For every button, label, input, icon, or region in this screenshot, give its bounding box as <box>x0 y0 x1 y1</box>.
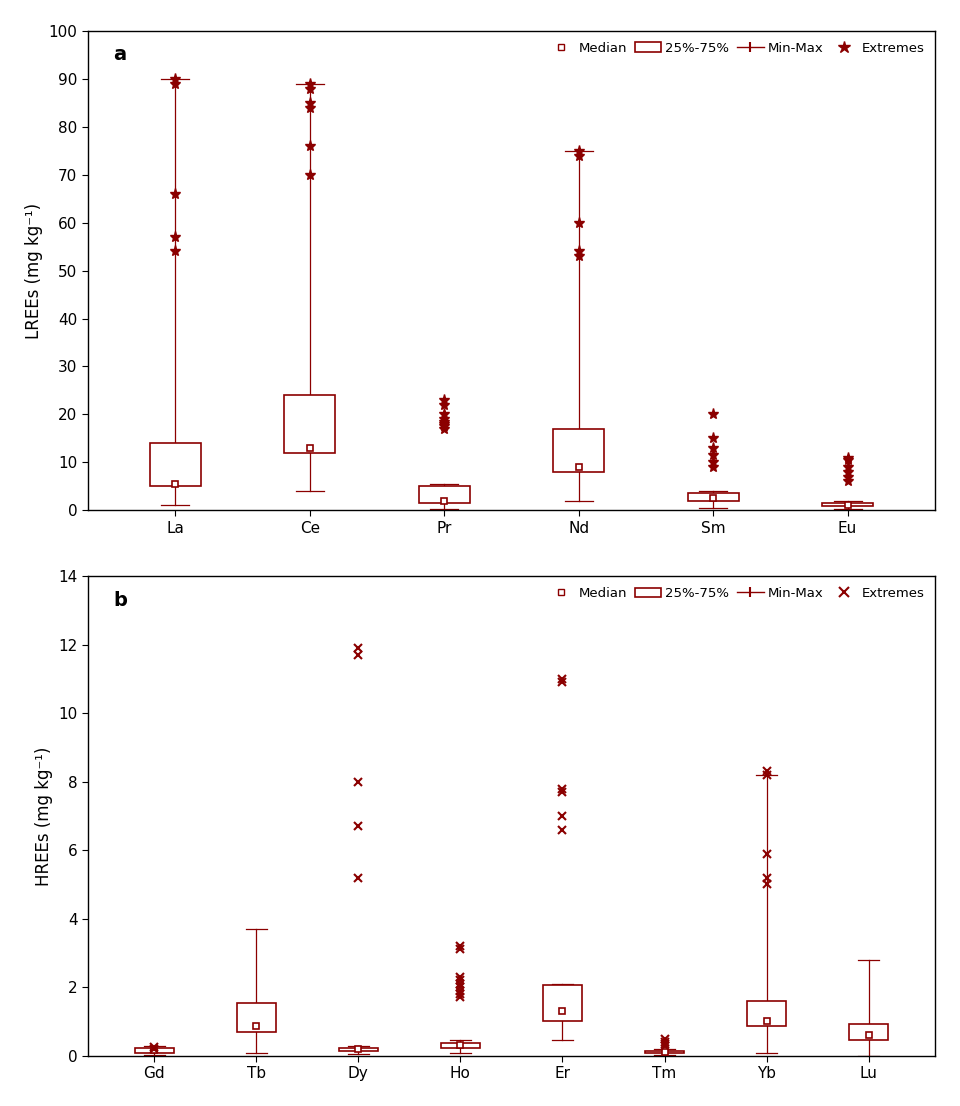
Bar <box>822 503 874 507</box>
Text: b: b <box>113 591 127 609</box>
Legend: Median, 25%-75%, Min-Max, Extremes: Median, 25%-75%, Min-Max, Extremes <box>544 38 928 59</box>
Bar <box>134 1048 174 1053</box>
Bar <box>150 444 201 487</box>
Bar <box>747 1001 786 1026</box>
Legend: Median, 25%-75%, Min-Max, Extremes: Median, 25%-75%, Min-Max, Extremes <box>544 583 928 604</box>
Bar <box>553 429 604 472</box>
Bar <box>419 487 469 503</box>
Y-axis label: HREEs (mg kg⁻¹): HREEs (mg kg⁻¹) <box>35 747 53 886</box>
Bar <box>284 395 335 452</box>
Bar <box>687 493 738 501</box>
Bar <box>339 1048 377 1052</box>
Y-axis label: LREEs (mg kg⁻¹): LREEs (mg kg⁻¹) <box>25 202 43 338</box>
Bar <box>441 1043 480 1048</box>
Text: a: a <box>113 45 127 64</box>
Bar <box>237 1002 276 1032</box>
Bar <box>645 1051 684 1053</box>
Bar <box>850 1024 888 1040</box>
Bar <box>543 985 582 1021</box>
